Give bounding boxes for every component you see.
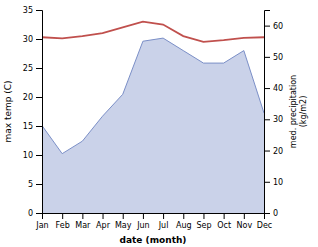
tick-label: 20 [273,147,283,156]
tick: May [115,213,132,230]
tick-label: Apr [96,221,111,230]
tick: Jun [136,213,150,230]
tick: 60 [264,22,283,31]
tick: Dec [257,213,272,230]
x-axis: Jan Feb Mar Apr May Jun Jul Aug Sep Oct Nov Dec [35,213,272,230]
tick: 15 [23,122,42,131]
tick: Jan [35,213,48,230]
tick-label: Jan [35,221,48,230]
tick-mark [203,213,204,219]
axis-line [43,214,265,220]
y-axis: 0 5 10 15 20 25 30 35 [23,6,43,218]
tick-label: 35 [23,6,33,15]
chart: JanFebMarAprMayJunJulAugSepOctNovDec0510… [0,0,318,247]
tick: 30 [23,35,42,44]
y2-axis-title-line: med. precipitation [289,75,298,148]
tick-label: 10 [273,178,283,187]
tick-mark [264,57,270,58]
tick: 40 [264,84,283,93]
tick: 10 [264,178,283,187]
tick-label: May [115,221,132,230]
tick-mark [264,88,270,89]
y-axis-title: max temp (C) [3,80,13,142]
tick-label: Aug [176,221,192,230]
tick-mark [36,213,42,214]
tick-label: 60 [273,22,283,31]
tick: 5 [28,180,42,189]
tick: 10 [23,151,42,160]
plot-area: JanFebMarAprMayJunJulAugSepOctNovDec0510… [23,6,283,230]
tick-label: 25 [23,64,33,73]
tick: 20 [23,93,42,102]
tick: 50 [264,53,283,62]
tick-label: Mar [75,221,91,230]
tick-mark [264,213,270,214]
tick-mark [36,184,42,185]
tick: Sep [196,213,211,230]
tick: Feb [56,213,70,230]
x-axis-title: date (month) [120,235,187,245]
tick-label: Feb [56,221,70,230]
tick-label: 50 [273,53,283,62]
tick-label: 5 [28,180,33,189]
tick: Oct [217,213,231,230]
area [42,38,264,213]
marks [42,22,264,213]
line [42,38,264,154]
tick-label: 40 [273,84,283,93]
tick-mark [36,126,42,127]
axis-line [265,11,271,214]
tick-mark [264,26,270,27]
tick: Jul [158,213,169,230]
y2-axis-title: med. precipitation(kg/m2) [289,75,308,148]
tick-mark [36,155,42,156]
tick-mark [36,10,42,11]
tick-mark [264,182,270,183]
tick-mark [244,213,245,219]
line [42,22,264,42]
tick-mark [183,213,184,219]
tick-label: 10 [23,151,33,160]
tick: 0 [264,209,278,218]
axis-line [36,11,43,214]
tick-mark [36,97,42,98]
tick-label: 30 [273,115,283,124]
tick-label: 15 [23,122,33,131]
tick-label: Nov [237,221,253,230]
tick-mark [264,151,270,152]
tick-label: Dec [257,221,272,230]
tick: 0 [28,209,42,218]
tick: Aug [176,213,192,230]
tick-label: 0 [273,209,278,218]
tick-mark [36,68,42,69]
tick-label: 30 [23,35,33,44]
tick-mark [224,213,225,219]
y2-axis: 0 10 20 30 40 50 60 [264,11,283,219]
tick-label: Sep [196,221,211,230]
tick-label: 0 [28,209,33,218]
tick-mark [82,213,83,219]
tick-mark [143,213,144,219]
tick-mark [123,213,124,219]
tick-mark [163,213,164,219]
tick: Mar [75,213,91,230]
tick: Nov [237,213,253,230]
tick: 20 [264,147,283,156]
tick-mark [36,39,42,40]
tick-label: Jul [158,221,169,230]
tick-mark [62,213,63,219]
tick-mark [103,213,104,219]
tick-mark [264,119,270,120]
tick: 30 [264,115,283,124]
y2-axis-title-line: (kg/m2) [299,96,308,128]
tick: 25 [23,64,42,73]
tick-label: 20 [23,93,33,102]
tick: 35 [23,6,42,15]
tick-label: Jun [136,221,150,230]
tick: Apr [96,213,111,230]
tick-label: Oct [217,221,231,230]
